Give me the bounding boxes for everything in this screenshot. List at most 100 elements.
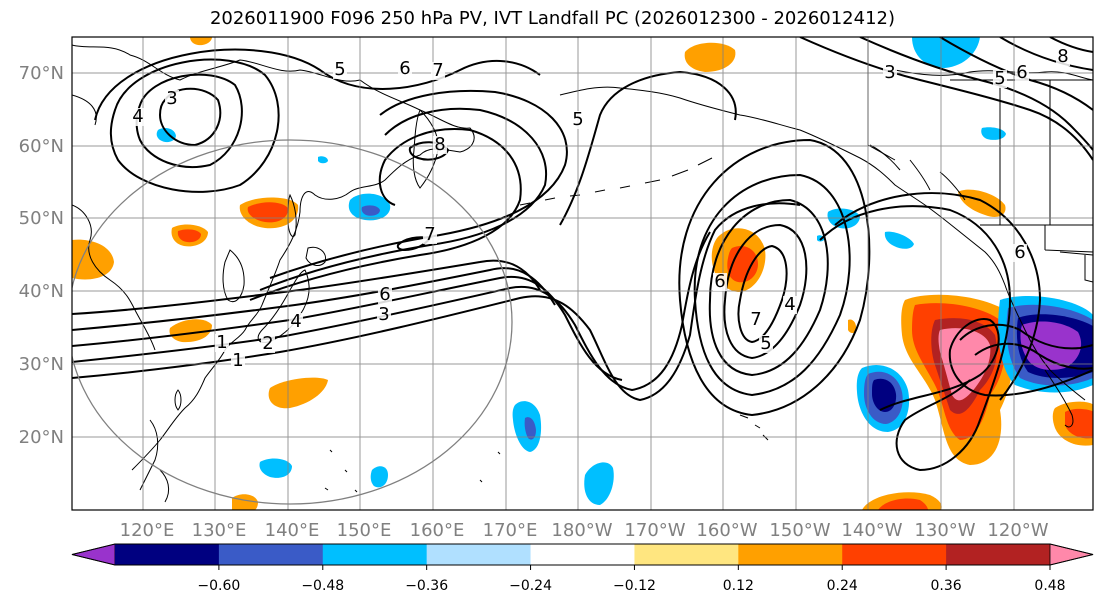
map-title: 2026011900 F096 250 hPa PV, IVT Landfall… [209,8,896,29]
colorbar-tick-label: 0.48 [1034,578,1065,594]
contour-label-bg [131,108,145,126]
lat-label: 50°N [19,208,64,229]
contour-label: 6 [1014,242,1025,263]
contour-trough-5 [678,138,871,417]
border-us-canada [980,224,1093,253]
colorbar-tick-label: −0.36 [405,578,448,594]
contour-label: 1 [232,350,243,371]
colorbar-segment [530,544,635,565]
lon-label: 140°W [841,520,902,541]
contour-label: 6 [379,284,390,305]
lat-label: 70°N [19,63,64,84]
shade-negative-japan-north-blue [361,205,380,216]
shade-negative-south-navy [872,378,897,412]
contour-5 [72,259,541,315]
contour-label-bg [1015,64,1029,82]
contour-3 [72,275,623,381]
shade-negative-small-e [884,231,914,249]
shade-negative-170e-blue [524,417,536,440]
lat-label: 60°N [19,136,64,157]
contour-label: 4 [290,311,301,332]
contour-label-bg [993,70,1007,88]
colorbar-segment [115,544,220,565]
lon-label: 170°E [483,520,538,541]
contour-label-bg [261,335,275,353]
colorbar-tick-label: −0.12 [613,578,656,594]
contour-label: 3 [166,88,177,109]
map-background [72,37,1093,510]
shade-positive-160w-red [727,245,758,283]
contour-ridge-d [559,70,737,226]
contour-label: 5 [334,59,345,80]
contour-small-8 [408,141,450,161]
contour-label-bg [713,273,727,291]
coast-japan-hokkaido [305,246,327,266]
contour-label-bg [333,61,347,79]
contour-label-bg [431,62,445,80]
colorbar-segment [946,544,1051,565]
range-ring [72,139,513,505]
lat-label: 30°N [19,354,64,375]
lon-label: 130°W [914,520,975,541]
contour-label-bg [215,334,229,352]
colorbar-tick-label: 0.36 [931,578,962,594]
colorbar-tick-label: 0.12 [723,578,754,594]
contour-label-bg [398,60,412,78]
colorbar-segment [322,544,428,565]
shade-positive-china [72,239,114,280]
shade-positive-small1-red [177,229,201,243]
shade-positive-small4 [232,494,258,510]
contour-label: 3 [884,62,895,83]
contour-label-bg [1056,48,1070,66]
contour-label-bg [883,64,897,82]
colorbar-outline [71,543,1094,566]
lon-label: 180°W [551,520,612,541]
contour-label-bg [759,335,773,353]
coast-small-islands [324,449,501,493]
colorbar-tick-label: −0.48 [301,578,344,594]
contour-ne-1 [799,37,1093,161]
colorbar-tick-label: −0.60 [197,578,240,594]
shade-positive-small2 [169,319,212,343]
lon-label: 160°W [696,520,757,541]
coast-china-inner [72,94,156,351]
coast-us-west [1059,251,1093,283]
colorbar-segment [218,544,324,565]
contour-east-b [834,192,1042,401]
shade-negative-bottom1 [584,462,614,505]
colorbar-extend-max [1049,543,1094,566]
contour-ridge-a [249,128,522,301]
contour-label-bg [783,296,797,314]
contour-label: 8 [1057,46,1068,67]
contour-nw-big [94,48,541,121]
colorbar-segment [738,544,843,565]
contour-1 [72,202,801,402]
contour-trough-1 [737,244,788,344]
contour-label: 8 [434,134,445,155]
longitude-labels: 120°E 130°E 140°E 150°E 160°E 170°E 180°W 170°W… [120,520,1049,541]
contour-4 [72,267,556,331]
contour-label: 2 [262,333,273,354]
pv-contours [72,37,1093,472]
contour-label-bg [377,306,391,324]
contour-nw-loop-3 [109,58,280,193]
contour-ridge-c [269,89,568,279]
coast-taiwan [174,389,182,411]
contour-ne-2 [859,37,1093,151]
contour-east-c [879,318,1093,411]
contour-label-bg [289,313,303,331]
contour-ne-5 [1049,37,1093,53]
contour-label: 6 [1016,62,1027,83]
contour-label-bg [165,90,179,108]
contour-trough-2 [723,223,808,360]
colorbar-extend-min [71,543,116,566]
shade-negative-nw [156,128,176,143]
lon-label: 150°E [337,520,392,541]
contour-label-bg [231,352,245,370]
lon-label: 130°E [192,520,247,541]
lon-label: 170°W [624,520,685,541]
contour-label-bg [749,311,763,329]
shade-negative-tiny1 [318,156,328,164]
contour-ne-4 [999,37,1093,71]
